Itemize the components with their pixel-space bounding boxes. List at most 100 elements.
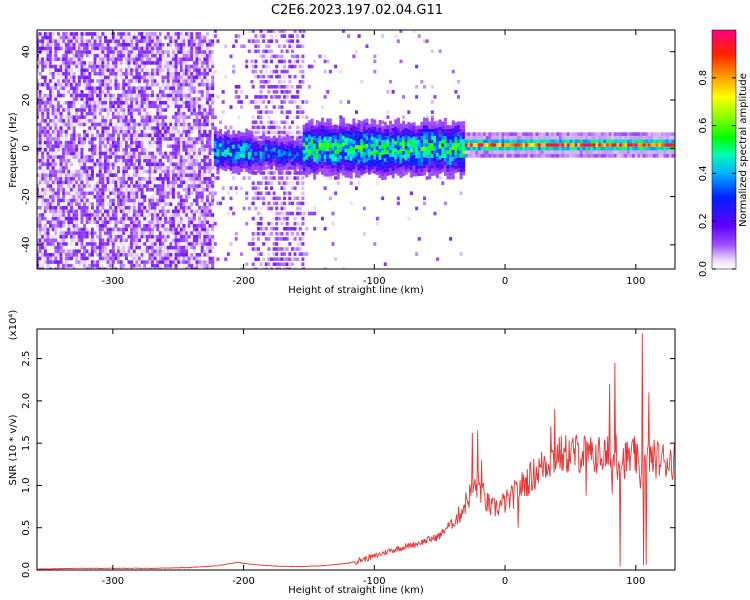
heatmap-cell	[171, 140, 175, 145]
heatmap-cell	[124, 115, 128, 120]
heatmap-cell	[256, 211, 260, 216]
heatmap-cell	[156, 187, 160, 192]
heatmap-cell	[264, 158, 268, 162]
heatmap-cell	[143, 32, 147, 36]
heatmap-cell	[190, 253, 194, 257]
heatmap-cell	[272, 136, 276, 141]
heatmap-cell	[64, 180, 68, 185]
heatmap-cell	[103, 108, 107, 112]
heatmap-cell	[117, 115, 121, 120]
heatmap-cell	[158, 253, 162, 257]
heatmap-cell	[171, 32, 175, 36]
heatmap-cell	[127, 216, 131, 221]
heatmap-cell	[198, 253, 202, 257]
heatmap-cell	[56, 249, 60, 253]
heatmap-cell	[288, 79, 292, 84]
heatmap-cell	[298, 79, 302, 84]
heatmap-cell	[109, 71, 113, 76]
heatmap-cell	[38, 173, 42, 177]
heatmap-cell	[137, 213, 141, 217]
heatmap-cell	[262, 49, 266, 54]
heatmap-cell	[203, 234, 207, 239]
heatmap-cell	[156, 42, 160, 47]
heatmap-cell	[54, 111, 58, 116]
heatmap-cell	[69, 50, 73, 54]
heatmap-cell	[177, 220, 181, 225]
heatmap-cell	[171, 213, 175, 217]
heatmap-cell	[187, 191, 191, 196]
heatmap-cell	[72, 151, 76, 156]
heatmap-cell	[277, 125, 281, 130]
heatmap-cell	[62, 238, 66, 243]
heatmap-cell	[135, 151, 139, 156]
heatmap-cell	[111, 260, 115, 264]
heatmap-cell	[132, 198, 136, 203]
heatmap-cell	[187, 148, 191, 152]
heatmap-cell	[72, 115, 76, 120]
heatmap-cell	[192, 256, 196, 261]
heatmap-cell	[153, 263, 157, 268]
heatmap-cell	[198, 122, 202, 127]
heatmap-cell	[98, 144, 102, 148]
heatmap-cell	[46, 173, 50, 177]
heatmap-cell	[124, 90, 128, 94]
heatmap-cell	[153, 100, 157, 105]
heatmap-cell	[205, 267, 209, 269]
heatmap-cell	[43, 137, 47, 141]
heatmap-cell	[37, 129, 39, 134]
heatmap-cell	[132, 227, 136, 232]
heatmap-cell	[103, 158, 107, 163]
heatmap-cell	[321, 121, 325, 125]
heatmap-cell	[208, 97, 212, 101]
heatmap-cell	[132, 263, 136, 268]
heatmap-cell	[259, 252, 263, 256]
heatmap-cell	[232, 69, 236, 74]
heatmap-cell	[275, 201, 279, 206]
heatmap-cell	[251, 160, 255, 165]
heatmap-cell	[130, 245, 134, 250]
heatmap-cell	[283, 262, 287, 267]
heatmap-cell	[177, 205, 181, 210]
heatmap-cell	[85, 129, 89, 134]
heatmap-cell	[169, 119, 173, 123]
heatmap-cell	[96, 42, 100, 47]
heatmap-cell	[59, 35, 63, 40]
heatmap-cell	[59, 140, 63, 145]
heatmap-cell	[203, 263, 207, 268]
heatmap-cell	[298, 158, 302, 162]
heatmap-cell	[208, 249, 212, 253]
heatmap-cell	[69, 173, 73, 177]
heatmap-cell	[148, 82, 152, 87]
heatmap-cell	[200, 64, 204, 69]
heatmap-cell	[119, 180, 123, 185]
heatmap-cell	[296, 125, 300, 130]
heatmap-cell	[305, 100, 309, 104]
heatmap-cell	[37, 86, 39, 91]
heatmap-cell	[54, 216, 58, 221]
heatmap-cell	[200, 148, 204, 152]
heatmap-cell	[198, 82, 202, 87]
heatmap-cell	[148, 137, 152, 141]
heatmap-cell	[46, 61, 50, 65]
heatmap-cell	[75, 231, 79, 235]
heatmap-cell	[135, 191, 139, 196]
heatmap-cell	[140, 90, 144, 94]
heatmap-cell	[164, 234, 168, 239]
heatmap-cell	[375, 164, 379, 168]
heatmap-cell	[127, 198, 131, 203]
heatmap-cell	[326, 172, 330, 177]
heatmap-cell	[305, 155, 309, 160]
heatmap-cell	[103, 245, 107, 250]
heatmap-cell	[130, 57, 134, 62]
heatmap-cell	[98, 42, 102, 47]
heatmap-cell	[378, 170, 382, 175]
heatmap-cell	[46, 42, 50, 47]
heatmap-cell	[381, 125, 385, 130]
heatmap-cell	[62, 57, 66, 62]
heatmap-cell	[119, 93, 123, 98]
heatmap-cell	[77, 184, 81, 188]
heatmap-cell	[119, 220, 123, 225]
heatmap-cell	[80, 155, 84, 159]
heatmap-cell	[127, 115, 131, 120]
heatmap-cell	[262, 166, 266, 171]
